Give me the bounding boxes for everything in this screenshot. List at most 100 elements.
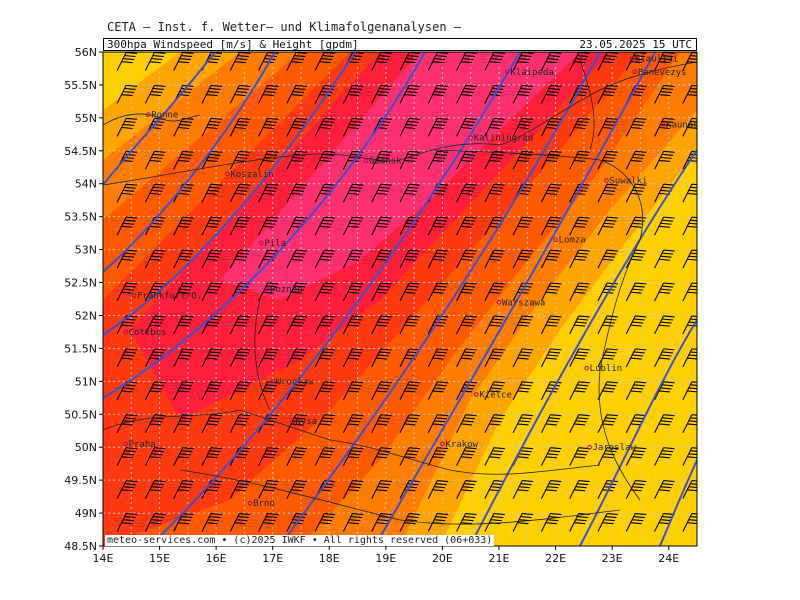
y-axis: 56N 55.5N 55N 54.5N 54N 53.5N 53N 52.5N 52N 51.5N… (64, 46, 103, 553)
wind-barb (427, 249, 449, 269)
y-tick-label: 50N (75, 441, 97, 454)
wind-barb (569, 512, 590, 532)
fill-level-7 (220, 52, 580, 300)
wind-barb (427, 52, 449, 71)
wind-barb (682, 512, 697, 532)
wind-barb (625, 348, 647, 368)
wind-barb (625, 249, 647, 269)
wind-barb (654, 480, 675, 499)
wind-barb (286, 315, 307, 335)
y-tick-label: 55.5N (64, 79, 97, 92)
wind-barb (427, 512, 449, 532)
wind-barb (625, 52, 647, 71)
wind-barb (399, 282, 421, 302)
border-line (103, 409, 601, 475)
x-tick-label: 22E (545, 552, 566, 565)
city-marker (553, 237, 558, 243)
wind-barb (484, 150, 505, 170)
wind-barb (116, 249, 138, 269)
wind-barb (371, 216, 392, 236)
wind-barb (258, 447, 279, 466)
wind-barb (427, 282, 449, 302)
wind-barb (625, 512, 647, 532)
wind-barb (116, 117, 138, 137)
wind-barb (569, 381, 590, 401)
wind-barb (116, 348, 138, 368)
city-label: Cottbus (129, 328, 167, 338)
wind-barb (286, 84, 307, 104)
wind-barb (682, 249, 697, 269)
wind-barb (512, 381, 534, 401)
wind-barb (173, 447, 194, 466)
city-label: Brno (253, 499, 275, 509)
y-tick-label: 49N (75, 507, 97, 520)
wind-barb (258, 282, 279, 302)
height-contour (103, 52, 216, 186)
wind-barb (512, 315, 534, 335)
city-label: Kaunas (666, 120, 699, 130)
coastline (103, 113, 201, 126)
wind-barb (173, 348, 194, 368)
wind-barb (597, 117, 619, 137)
wind-barb (625, 447, 647, 466)
wind-barb (371, 84, 392, 104)
wind-barb (569, 480, 590, 499)
wind-barb (399, 84, 421, 104)
wind-barb (371, 249, 392, 269)
wind-barb (342, 84, 364, 104)
wind-barb (654, 117, 675, 137)
wind-barb (258, 348, 279, 368)
wind-barb (342, 480, 364, 499)
wind-barb (229, 249, 251, 269)
wind-barb (512, 216, 534, 236)
wind-barb (286, 249, 307, 269)
wind-barb (512, 117, 534, 137)
wind-barb (597, 183, 619, 203)
wind-barb (625, 117, 647, 137)
wind-barb (201, 447, 223, 466)
city-marker (584, 365, 589, 371)
y-tick-label: 50.5N (64, 408, 97, 421)
wind-barb (484, 282, 505, 302)
wind-barb (116, 282, 138, 302)
wind-barb (116, 216, 138, 236)
wind-barb (371, 381, 392, 401)
city-marker (496, 299, 502, 305)
wind-barb (399, 480, 421, 499)
height-contour (279, 52, 601, 546)
city-marker (264, 286, 270, 292)
wind-barb (144, 150, 166, 170)
wind-barb (201, 414, 223, 433)
city-label: Kaliningrad (474, 134, 534, 144)
wind-barb (229, 315, 251, 335)
wind-barb (371, 150, 392, 170)
wind-barb (314, 282, 336, 302)
wind-barb (201, 381, 223, 401)
wind-barb (456, 315, 477, 335)
wind-barb (427, 150, 449, 170)
wind-barb (654, 52, 675, 71)
wind-barb (229, 348, 251, 368)
wind-barb (342, 249, 364, 269)
height-contour (374, 52, 656, 546)
wind-barb (456, 150, 477, 170)
wind-barb (144, 183, 166, 203)
wind-barb (201, 348, 223, 368)
wind-barb (540, 348, 562, 368)
wind-barb (258, 512, 279, 532)
wind-barb (258, 84, 279, 104)
wind-barb (173, 480, 194, 499)
wind-barb (484, 381, 505, 401)
wind-barb (540, 282, 562, 302)
wind-barb (286, 183, 307, 203)
city-label: Lublin (590, 364, 623, 374)
wind-barb (314, 52, 336, 71)
wind-barb (286, 447, 307, 466)
wind-barb (144, 512, 166, 532)
city-marker (225, 171, 230, 177)
wind-barb (229, 117, 251, 137)
wind-barb (314, 512, 336, 532)
wind-barb (682, 150, 697, 170)
x-tick-label: 23E (602, 552, 623, 565)
wind-barb (682, 381, 697, 401)
